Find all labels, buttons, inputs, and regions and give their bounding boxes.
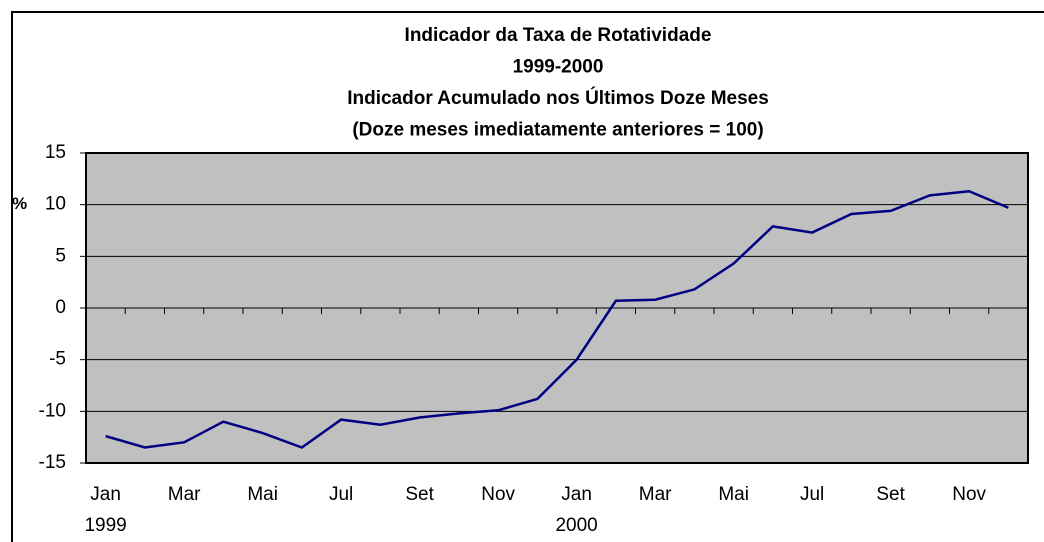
x-tick-label: Mar: [168, 484, 201, 505]
x-tick-label: Nov: [952, 484, 986, 505]
x-tick-label: Nov: [481, 484, 515, 505]
y-tick-label: -5: [49, 349, 66, 370]
y-tick-label: -15: [39, 452, 66, 473]
y-tick-label: 0: [55, 297, 66, 318]
x-tick-label: Set: [405, 484, 434, 505]
x-tick-label: Jul: [800, 484, 824, 505]
y-tick-label: -10: [39, 400, 66, 421]
y-axis-label: %: [12, 194, 27, 213]
x-group-label: 1999: [84, 515, 126, 536]
chart-title: (Doze meses imediatamente anteriores = 1…: [352, 120, 763, 141]
x-group-label: 2000: [555, 515, 597, 536]
y-tick-label: 10: [45, 194, 66, 215]
y-tick-label: 5: [55, 245, 66, 266]
x-tick-label: Mai: [718, 484, 749, 505]
x-tick-label: Jan: [561, 484, 592, 505]
x-tick-label: Mar: [639, 484, 672, 505]
chart-title: Indicador da Taxa de Rotatividade: [405, 25, 712, 46]
x-tick-label: Jan: [90, 484, 121, 505]
line-series: [105, 189, 1009, 449]
x-tick-label: Set: [876, 484, 905, 505]
chart-title: Indicador Acumulado nos Últimos Doze Mes…: [347, 87, 769, 109]
y-tick-label: 15: [45, 142, 66, 163]
x-tick-label: Jul: [329, 484, 353, 505]
x-tick-label: Mai: [247, 484, 278, 505]
chart-title: 1999-2000: [513, 57, 604, 78]
